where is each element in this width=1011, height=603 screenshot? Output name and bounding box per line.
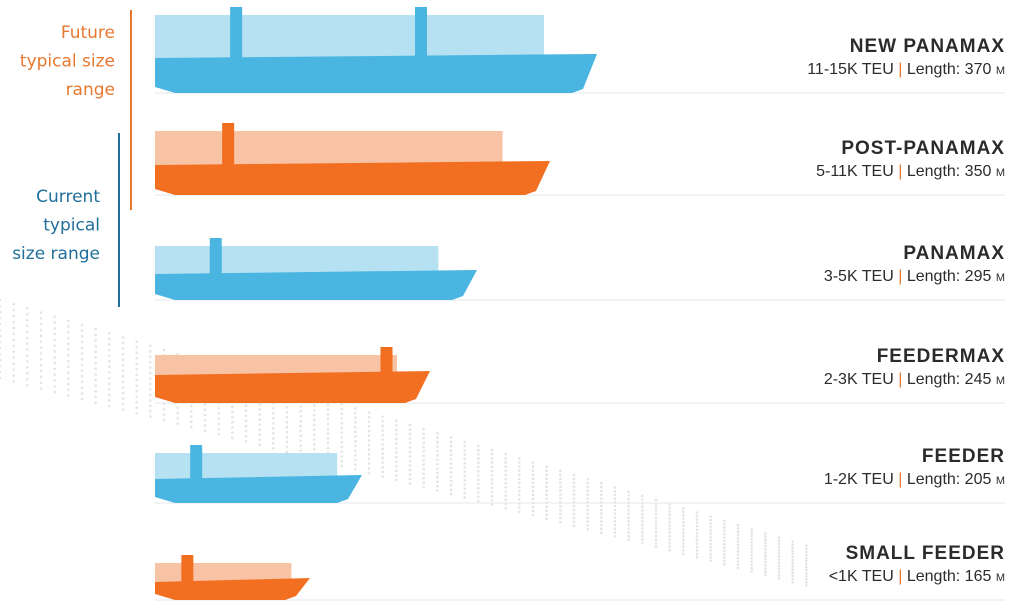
hull [155,270,477,300]
capacity: 5-11K TEU [816,163,894,180]
bracket-label: range [66,80,115,100]
bracket-label: size range [12,244,100,264]
length: Length: 370 [907,61,992,78]
ship-name: PANAMAX [903,243,1005,264]
ship-spec: 2-3K TEU | Length: 245 M [824,371,1005,388]
containers [155,131,503,167]
hull [155,161,550,195]
capacity: <1K TEU [829,568,894,585]
unit: M [996,167,1005,179]
infographic: Future typical size range Current typical siz… [0,0,1011,603]
ship-spec: <1K TEU | Length: 165 M [829,568,1005,585]
capacity: 11-15K TEU [807,61,894,78]
unit: M [996,475,1005,487]
unit: M [996,65,1005,77]
ship-spec: 1-2K TEU | Length: 205 M [824,471,1005,488]
separator: | [898,471,902,488]
unit: M [996,572,1005,584]
bracket-label: Current [36,187,100,207]
length: Length: 245 [907,371,992,388]
capacity: 1-2K TEU [824,471,894,488]
length: Length: 165 [907,568,992,585]
separator: | [898,163,902,180]
hull [155,475,362,503]
length: Length: 350 [907,163,992,180]
bracket-label: Future [61,23,115,43]
separator: | [898,61,902,78]
ship-name: FEEDERMAX [877,346,1005,367]
dot-wave [0,299,808,587]
ship-spec: 11-15K TEU | Length: 370 M [807,61,1005,78]
bracket-label: typical size [20,52,115,72]
ship-name: POST-PANAMAX [841,138,1005,159]
separator: | [898,568,902,585]
capacity: 2-3K TEU [824,371,894,388]
ship-name: FEEDER [922,446,1005,467]
ship-name: SMALL FEEDER [846,543,1005,564]
length: Length: 205 [907,471,992,488]
unit: M [996,272,1005,284]
hull [155,371,430,403]
separator: | [898,371,902,388]
ship-spec: 3-5K TEU | Length: 295 M [824,268,1005,285]
ship-name: NEW PANAMAX [850,36,1005,57]
length: Length: 295 [907,268,992,285]
hull [155,54,597,93]
unit: M [996,375,1005,387]
capacity: 3-5K TEU [824,268,894,285]
bracket-label: typical [43,216,100,236]
containers [155,15,544,60]
ship-spec: 5-11K TEU | Length: 350 M [816,163,1005,180]
separator: | [898,268,902,285]
